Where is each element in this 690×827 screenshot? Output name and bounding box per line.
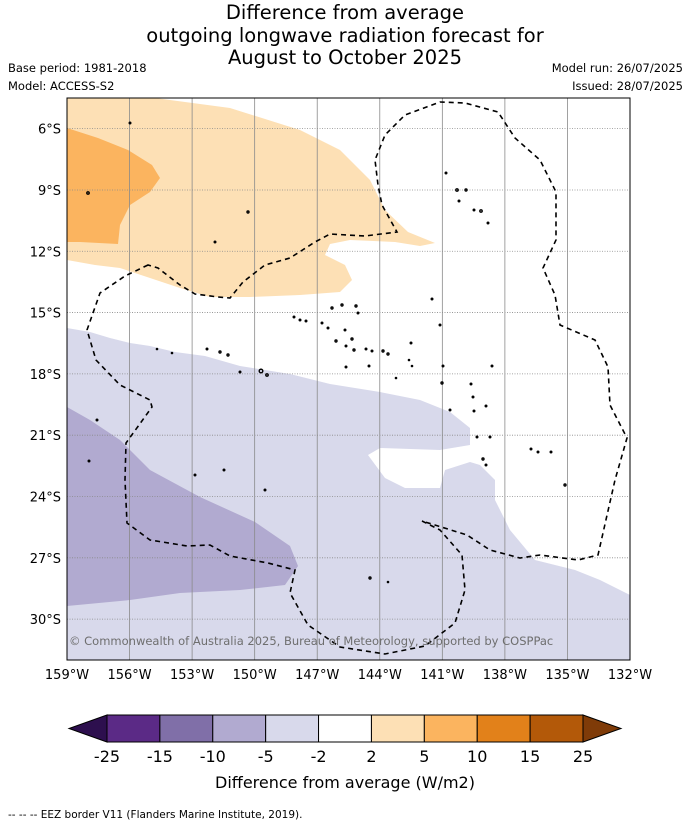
- colorbar-tick-label: -2: [311, 747, 327, 766]
- model-name: Model: ACCESS-S2: [8, 79, 115, 93]
- copyright-notice: © Commonwealth of Australia 2025, Bureau…: [69, 634, 554, 648]
- colorbar-tick-label: 5: [419, 747, 429, 766]
- lat-tick-label: 18°S: [30, 368, 61, 383]
- lat-tick-label: 27°S: [30, 552, 61, 567]
- anomaly-shading: [67, 98, 630, 660]
- latitude-labels: 6°S 9°S 12°S 15°S 18°S 21°S 24°S 27°S 30°S: [30, 123, 61, 628]
- colorbar-cell: [318, 714, 372, 743]
- colorbar-tick-label: 15: [520, 747, 540, 766]
- lat-tick-label: 15°S: [30, 307, 61, 322]
- positive-anomaly-light: [67, 98, 435, 297]
- lon-tick-label: 159°W: [45, 668, 89, 683]
- colorbar-cell: [265, 714, 320, 743]
- model-run: Model run: 26/07/2025: [551, 61, 683, 75]
- colorbar-tick-label: -15: [147, 747, 173, 766]
- colorbar-tick-label: -5: [258, 747, 274, 766]
- map-frame: [66, 97, 631, 661]
- issued-date: Issued: 28/07/2025: [572, 79, 683, 93]
- base-period: Base period: 1981-2018: [8, 61, 147, 75]
- colorbar-under-arrow: [67, 714, 108, 743]
- eez-border: [86, 101, 628, 655]
- negative-anomaly-medium: [67, 407, 298, 606]
- lat-tick-label: 12°S: [30, 245, 61, 260]
- lat-tick-label: 6°S: [38, 123, 61, 138]
- lon-tick-label: 138°W: [483, 668, 527, 683]
- colorbar-cell: [106, 714, 161, 743]
- longitude-labels: 159°W 156°W 153°W 150°W 147°W 144°W 141°W 138°W…: [45, 668, 652, 683]
- colorbar-cell: [476, 714, 531, 743]
- colorbar-over-arrow: [582, 714, 623, 743]
- colorbar-tick-label: 25: [573, 747, 593, 766]
- map-title: Difference from average outgoing longwav…: [0, 1, 690, 70]
- colorbar-cell: [529, 714, 584, 743]
- colorbar-ticks: -25 -15 -10 -5 -2 2 5 10 15 25: [94, 747, 593, 766]
- title-line-1: Difference from average: [225, 1, 465, 24]
- colorbar-tick-label: 2: [366, 747, 376, 766]
- colorbar-label: Difference from average (W/m2): [215, 773, 475, 792]
- lat-tick-label: 21°S: [30, 429, 61, 444]
- lon-tick-label: 147°W: [295, 668, 339, 683]
- lon-tick-label: 132°W: [608, 668, 652, 683]
- lon-tick-label: 153°W: [170, 668, 214, 683]
- lon-tick-label: 135°W: [545, 668, 589, 683]
- meta-left: Base period: 1981-2018 Model: ACCESS-S2: [8, 59, 147, 95]
- lat-tick-label: 9°S: [38, 184, 61, 199]
- eez-legend: -- -- -- EEZ border V11 (Flanders Marine…: [8, 809, 303, 821]
- title-line-3: August to October 2025: [227, 46, 463, 69]
- colorbar-tick-label: 10: [467, 747, 487, 766]
- positive-anomaly-medium: [67, 128, 160, 244]
- lat-tick-label: 24°S: [30, 491, 61, 506]
- eez-french-polynesia: [86, 101, 628, 655]
- map-panel: 6°S 9°S 12°S 15°S 18°S 21°S 24°S 27°S 30°S 159°W…: [30, 97, 652, 683]
- lon-tick-label: 156°W: [107, 668, 151, 683]
- colorbar-tick-label: -25: [94, 747, 120, 766]
- islands: [86, 121, 567, 584]
- lat-tick-label: 30°S: [30, 613, 61, 628]
- meta-right: Model run: 26/07/2025 Issued: 28/07/2025: [552, 59, 683, 95]
- colorbar-cell: [423, 714, 478, 743]
- colorbar-cell: [370, 714, 425, 743]
- lon-tick-label: 150°W: [233, 668, 277, 683]
- lon-tick-label: 141°W: [420, 668, 464, 683]
- colorbar-cell: [159, 714, 214, 743]
- title-line-2: outgoing longwave radiation forecast for: [146, 23, 544, 47]
- colorbar-cell: [212, 714, 267, 743]
- lon-tick-label: 144°W: [358, 668, 402, 683]
- colorbar-tick-label: -10: [200, 747, 226, 766]
- colorbar-cells: [67, 714, 623, 743]
